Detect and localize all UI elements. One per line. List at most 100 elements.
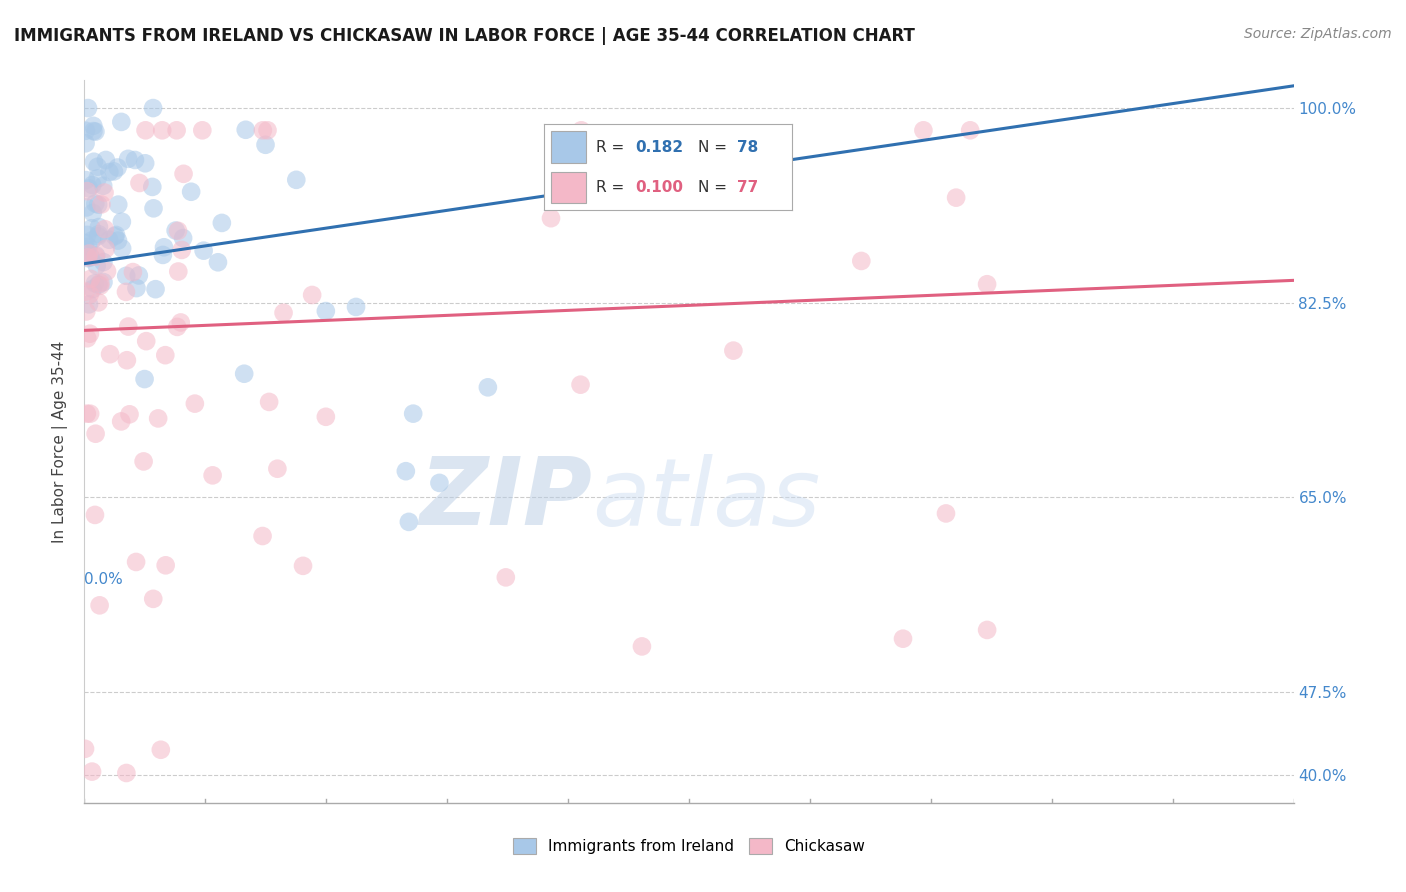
Chickasaw: [128, 176, 150, 190]
Immigrants from Ireland: [82, 119, 104, 133]
Chickasaw: [146, 411, 169, 425]
Chickasaw: [257, 395, 280, 409]
Chickasaw: [84, 508, 107, 522]
Immigrants from Ireland: [344, 300, 367, 314]
Chickasaw: [93, 186, 115, 200]
Immigrants from Ireland: [104, 229, 127, 244]
Chickasaw: [167, 224, 190, 238]
Chickasaw: [73, 741, 96, 756]
Immigrants from Ireland: [82, 124, 104, 138]
Chickasaw: [569, 377, 592, 392]
Immigrants from Ireland: [75, 235, 97, 250]
Chickasaw: [273, 306, 295, 320]
Immigrants from Ireland: [83, 154, 105, 169]
Immigrants from Ireland: [77, 101, 100, 115]
Chickasaw: [252, 123, 274, 137]
Text: atlas: atlas: [592, 454, 821, 545]
Immigrants from Ireland: [207, 255, 229, 269]
Immigrants from Ireland: [107, 197, 129, 211]
Chickasaw: [77, 250, 100, 264]
Immigrants from Ireland: [103, 164, 125, 178]
Immigrants from Ireland: [93, 275, 115, 289]
Immigrants from Ireland: [91, 178, 114, 193]
Chickasaw: [135, 123, 157, 137]
Chickasaw: [142, 591, 165, 606]
Immigrants from Ireland: [80, 233, 103, 247]
Chickasaw: [89, 276, 111, 290]
Chickasaw: [94, 242, 117, 256]
Chickasaw: [935, 507, 957, 521]
Immigrants from Ireland: [125, 281, 148, 295]
Chickasaw: [569, 123, 592, 137]
Immigrants from Ireland: [87, 229, 110, 244]
Chickasaw: [201, 468, 224, 483]
Chickasaw: [77, 246, 100, 260]
Immigrants from Ireland: [211, 216, 233, 230]
Immigrants from Ireland: [87, 227, 110, 242]
Immigrants from Ireland: [395, 464, 418, 478]
Chickasaw: [292, 558, 315, 573]
Immigrants from Ireland: [75, 243, 97, 257]
Immigrants from Ireland: [86, 171, 108, 186]
Chickasaw: [115, 766, 138, 780]
Immigrants from Ireland: [76, 227, 98, 242]
Chickasaw: [170, 243, 193, 257]
Chickasaw: [76, 331, 98, 345]
Chickasaw: [167, 264, 190, 278]
Chickasaw: [723, 343, 745, 358]
Chickasaw: [125, 555, 148, 569]
Immigrants from Ireland: [429, 475, 451, 490]
Text: 0.0%: 0.0%: [84, 572, 124, 587]
Immigrants from Ireland: [141, 180, 163, 194]
Chickasaw: [89, 599, 111, 613]
Immigrants from Ireland: [77, 297, 100, 311]
Chickasaw: [79, 326, 101, 341]
Immigrants from Ireland: [82, 206, 104, 220]
Chickasaw: [132, 454, 155, 468]
Text: IMMIGRANTS FROM IRELAND VS CHICKASAW IN LABOR FORCE | AGE 35-44 CORRELATION CHAR: IMMIGRANTS FROM IRELAND VS CHICKASAW IN …: [14, 27, 915, 45]
Chickasaw: [84, 250, 107, 264]
Immigrants from Ireland: [75, 173, 97, 187]
Immigrants from Ireland: [80, 250, 103, 264]
Immigrants from Ireland: [94, 153, 117, 167]
Immigrants from Ireland: [134, 156, 156, 170]
Chickasaw: [89, 278, 111, 293]
Chickasaw: [912, 123, 935, 137]
Legend: Immigrants from Ireland, Chickasaw: Immigrants from Ireland, Chickasaw: [506, 832, 872, 860]
Chickasaw: [170, 315, 193, 329]
Immigrants from Ireland: [107, 234, 129, 248]
Immigrants from Ireland: [402, 407, 425, 421]
Chickasaw: [75, 304, 97, 318]
Chickasaw: [115, 285, 138, 299]
Immigrants from Ireland: [86, 259, 108, 273]
Chickasaw: [495, 570, 517, 584]
Chickasaw: [155, 348, 177, 362]
Chickasaw: [173, 167, 195, 181]
Chickasaw: [301, 288, 323, 302]
Chickasaw: [90, 197, 112, 211]
Chickasaw: [76, 407, 98, 421]
Immigrants from Ireland: [285, 173, 308, 187]
Chickasaw: [976, 277, 998, 292]
Immigrants from Ireland: [84, 196, 107, 211]
Immigrants from Ireland: [235, 122, 257, 136]
Chickasaw: [191, 123, 214, 137]
Chickasaw: [118, 407, 141, 421]
Chickasaw: [76, 184, 98, 198]
Immigrants from Ireland: [107, 161, 129, 175]
Chickasaw: [252, 529, 274, 543]
Immigrants from Ireland: [233, 367, 256, 381]
Immigrants from Ireland: [180, 185, 202, 199]
Immigrants from Ireland: [153, 240, 176, 254]
Chickasaw: [851, 254, 873, 268]
Immigrants from Ireland: [145, 282, 167, 296]
Immigrants from Ireland: [172, 231, 194, 245]
Chickasaw: [945, 191, 967, 205]
Chickasaw: [155, 558, 177, 573]
Chickasaw: [110, 414, 132, 428]
Immigrants from Ireland: [77, 240, 100, 254]
Immigrants from Ireland: [104, 227, 127, 242]
Immigrants from Ireland: [477, 380, 499, 394]
Immigrants from Ireland: [84, 125, 107, 139]
Immigrants from Ireland: [82, 178, 104, 192]
